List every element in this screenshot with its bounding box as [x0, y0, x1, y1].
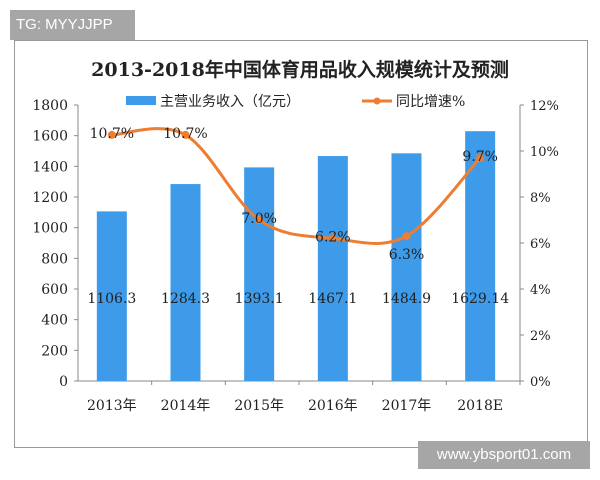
- line-data-label: 7.0%: [241, 211, 277, 227]
- growth-point-2016年: [328, 234, 337, 243]
- line-data-label: 9.7%: [462, 149, 498, 165]
- left-tick-label: 1800: [32, 98, 68, 114]
- right-tick-label: 6%: [530, 237, 551, 252]
- left-tick-label: 1600: [32, 129, 68, 145]
- top-tag: TG: MYYJJPP: [10, 10, 135, 40]
- bottom-tag: www.ybsport01.com: [418, 441, 590, 469]
- growth-point-2017年: [402, 232, 411, 241]
- bar-2018E: [465, 131, 496, 381]
- left-tick-label: 800: [41, 251, 68, 267]
- bar-data-label: 1106.3: [87, 291, 136, 307]
- x-tick-label: 2016年: [308, 398, 358, 414]
- x-tick-label: 2014年: [161, 398, 211, 414]
- chart-frame: [14, 40, 588, 448]
- x-tick-label: 2013年: [87, 398, 137, 414]
- right-tick-label: 2%: [530, 329, 551, 344]
- bar-data-label: 1467.1: [308, 291, 357, 307]
- bar-2016年: [317, 156, 348, 381]
- left-tick-label: 1200: [32, 190, 68, 206]
- bar-2013年: [96, 211, 127, 381]
- growth-rate-line: [111, 127, 482, 245]
- line-data-label: 10.7%: [163, 126, 207, 142]
- right-tick-label: 10%: [530, 145, 559, 160]
- growth-point-2014年: [181, 130, 190, 139]
- bar-2014年: [170, 184, 201, 381]
- right-tick-label: 12%: [530, 99, 559, 114]
- bar-2015年: [244, 167, 275, 381]
- line-data-label: 6.2%: [315, 229, 351, 245]
- bar-data-label: 1484.9: [382, 291, 431, 307]
- x-tick-label: 2017年: [382, 398, 432, 414]
- growth-point-2018E: [476, 153, 485, 162]
- x-tick-label: 2018E: [457, 398, 503, 414]
- left-tick-label: 200: [41, 343, 68, 359]
- right-tick-label: 0%: [530, 375, 551, 390]
- legend-bar-label: 主营业务收入（亿元）: [160, 94, 300, 110]
- left-tick-label: 1400: [32, 159, 68, 175]
- left-tick-label: 1000: [32, 221, 68, 237]
- left-tick-label: 600: [41, 282, 68, 298]
- bar-data-label: 1629.14: [451, 291, 509, 307]
- bar-data-label: 1284.3: [161, 291, 210, 307]
- chart-title: 2013-2018年中国体育用品收入规模统计及预测: [91, 58, 509, 81]
- legend-bar-swatch: [126, 96, 156, 105]
- line-data-label: 10.7%: [90, 126, 134, 142]
- line-data-label: 6.3%: [389, 247, 425, 263]
- x-tick-label: 2015年: [234, 398, 284, 414]
- left-tick-label: 400: [41, 313, 68, 329]
- bar-2017年: [391, 153, 422, 381]
- right-tick-label: 8%: [530, 191, 551, 206]
- bar-data-label: 1393.1: [235, 291, 284, 307]
- legend-line-marker: [373, 97, 381, 105]
- legend: 主营业务收入（亿元） 同比增速%: [126, 94, 465, 110]
- right-tick-label: 4%: [530, 283, 551, 298]
- left-tick-label: 0: [59, 374, 68, 390]
- legend-line-label: 同比增速%: [396, 94, 465, 110]
- growth-point-2015年: [255, 216, 264, 224]
- growth-point-2013年: [107, 130, 116, 139]
